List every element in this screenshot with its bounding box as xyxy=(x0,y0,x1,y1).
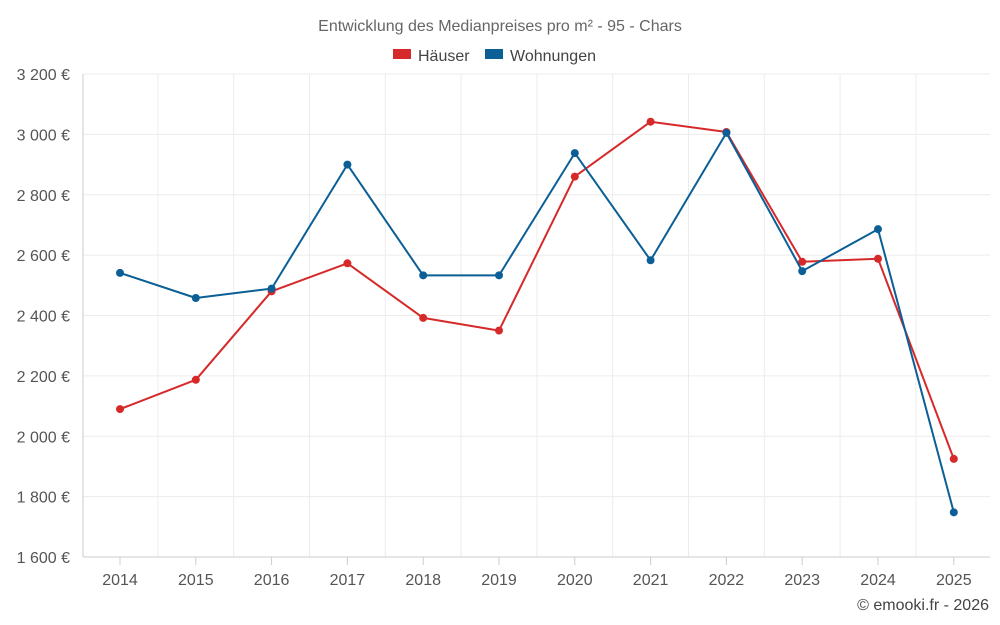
x-tick-label: 2023 xyxy=(784,572,820,589)
series-layer xyxy=(116,117,958,517)
x-tick-label: 2019 xyxy=(481,572,517,589)
data-point-wohnungen[interactable] xyxy=(722,128,731,137)
data-point-wohnungen[interactable] xyxy=(343,160,352,169)
x-tick-label: 2022 xyxy=(709,572,745,589)
x-tick-label: 2015 xyxy=(178,572,214,589)
data-point-wohnungen[interactable] xyxy=(874,225,882,234)
data-point-wohnungen[interactable] xyxy=(116,268,124,277)
data-point-haeuser[interactable] xyxy=(191,375,200,384)
y-tick-label: 1 800 € xyxy=(17,490,70,507)
legend-swatch-haeuser xyxy=(393,49,411,59)
y-tick-label: 3 000 € xyxy=(17,127,70,144)
y-tick-label: 2 800 € xyxy=(17,188,70,205)
series-line-haeuser xyxy=(119,120,955,460)
series-line-wohnungen xyxy=(119,131,955,513)
y-tick-label: 3 200 € xyxy=(17,67,70,84)
y-tick-label: 2 000 € xyxy=(17,429,70,446)
data-point-haeuser[interactable] xyxy=(949,454,958,463)
x-axis: 2014 2015 2016 2017 2018 2019 2020 2021 2022 2023… xyxy=(83,556,990,589)
data-point-haeuser[interactable] xyxy=(419,313,428,322)
data-point-wohnungen[interactable] xyxy=(267,284,276,293)
credit-text: © emooki.fr - 2026 xyxy=(857,597,989,614)
data-point-haeuser[interactable] xyxy=(570,172,579,181)
grid xyxy=(83,73,990,557)
y-tick-label: 2 200 € xyxy=(17,369,70,386)
data-point-haeuser[interactable] xyxy=(874,254,882,263)
x-tick-label: 2017 xyxy=(330,572,366,589)
legend-label-haeuser[interactable]: Häuser xyxy=(418,48,470,65)
y-tick-label: 2 400 € xyxy=(17,309,70,326)
x-tick-label: 2021 xyxy=(633,572,669,589)
y-tick-label: 1 600 € xyxy=(17,550,70,567)
data-point-haeuser[interactable] xyxy=(798,257,807,266)
data-point-wohnungen[interactable] xyxy=(419,271,428,280)
data-point-haeuser[interactable] xyxy=(343,259,352,268)
data-point-haeuser[interactable] xyxy=(116,405,124,414)
x-tick-label: 2018 xyxy=(405,572,441,589)
data-point-wohnungen[interactable] xyxy=(646,256,655,265)
x-tick-label: 2025 xyxy=(936,572,972,589)
data-point-wohnungen[interactable] xyxy=(191,293,200,302)
x-tick-label: 2014 xyxy=(102,572,138,589)
x-tick-label: 2020 xyxy=(557,572,593,589)
x-tick-label: 2024 xyxy=(860,572,896,589)
legend-swatch-wohnungen xyxy=(485,49,503,59)
data-point-wohnungen[interactable] xyxy=(495,271,503,280)
x-tick-label: 2016 xyxy=(254,572,290,589)
data-point-haeuser[interactable] xyxy=(646,117,655,126)
y-tick-label: 2 600 € xyxy=(17,248,70,265)
legend: Häuser Wohnungen xyxy=(393,48,596,65)
y-axis: 1 600 € 1 800 € 2 000 € 2 200 € 2 400 € 2 600… xyxy=(17,67,84,567)
data-point-wohnungen[interactable] xyxy=(949,508,958,517)
data-point-haeuser[interactable] xyxy=(495,326,503,335)
data-point-wohnungen[interactable] xyxy=(570,149,579,158)
legend-label-wohnungen[interactable]: Wohnungen xyxy=(510,48,596,65)
data-point-wohnungen[interactable] xyxy=(798,267,807,276)
chart-title: Entwicklung des Medianpreises pro m² - 9… xyxy=(318,18,682,35)
